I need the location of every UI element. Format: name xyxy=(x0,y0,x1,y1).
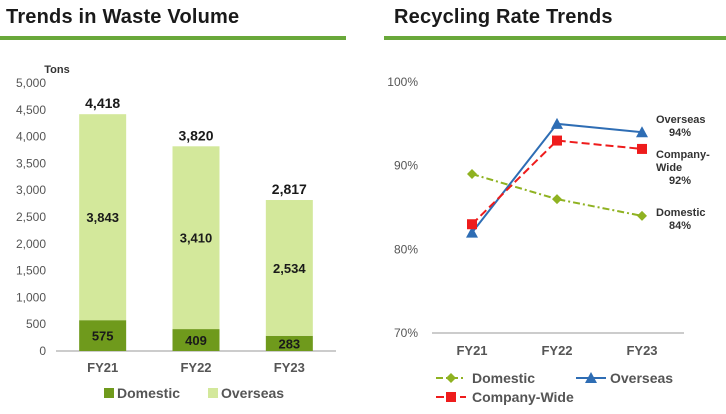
end-label-domestic: Domestic xyxy=(656,207,706,219)
y-tick-label: 4,500 xyxy=(16,103,46,117)
recycling-title-underline xyxy=(384,36,726,40)
end-label-overseas: 94% xyxy=(669,127,691,139)
bar-overseas xyxy=(172,146,220,330)
point-overseas xyxy=(551,117,563,129)
y-tick-label: 100% xyxy=(387,75,418,89)
recycling-chart-title: Recycling Rate Trends xyxy=(394,6,613,28)
end-label-company-wide: Company- xyxy=(656,149,710,161)
y-tick-label: 80% xyxy=(394,242,418,256)
y-tick-label: 70% xyxy=(394,326,418,340)
point-company-wide xyxy=(467,219,477,230)
legend-label-domestic: Domestic xyxy=(472,370,535,386)
point-domestic xyxy=(637,210,647,221)
y-tick-label: 3,500 xyxy=(16,156,46,170)
y-tick-label: 500 xyxy=(26,317,46,331)
y-tick-label: 0 xyxy=(39,344,46,358)
y-tick-label: 90% xyxy=(394,159,418,173)
y-tick-label: 4,000 xyxy=(16,130,46,144)
overseas-value-label: 3,410 xyxy=(180,231,213,246)
legend-label-company-wide: Company-Wide xyxy=(472,389,574,405)
legend-marker-domestic xyxy=(446,373,456,383)
y-tick-label: 2,500 xyxy=(16,210,46,224)
waste-volume-chart: Tons 0 500 1,000 1,500 2,000 2,500 3,000 3,500 4,… xyxy=(16,64,336,401)
bar-overseas xyxy=(79,114,127,321)
x-tick-label: FY22 xyxy=(541,343,572,358)
point-overseas xyxy=(466,226,478,238)
x-tick-label: FY22 xyxy=(180,360,211,375)
x-tick-label: FY21 xyxy=(456,343,487,358)
recycling-rate-panel: Recycling Rate Trends 70% 80% 90% 100% FY21 F… xyxy=(384,0,726,414)
domestic-value-label: 575 xyxy=(92,329,114,344)
y-tick-label: 1,500 xyxy=(16,264,46,278)
overseas-value-label: 2,534 xyxy=(273,261,306,276)
legend-marker-company-wide xyxy=(446,392,456,402)
waste-chart-title: Trends in Waste Volume xyxy=(6,6,240,28)
y-axis-unit-label: Tons xyxy=(44,64,69,76)
line-company-wide xyxy=(471,139,643,225)
point-domestic xyxy=(552,194,562,205)
point-overseas xyxy=(636,126,648,138)
y-tick-label: 3,000 xyxy=(16,183,46,197)
domestic-value-label: 283 xyxy=(278,336,300,351)
y-tick-label: 1,000 xyxy=(16,290,46,304)
legend-swatch-overseas xyxy=(208,388,218,398)
recycling-rate-chart: 70%80%90%100%FY21 FY22 FY23Domestic84%Over… xyxy=(387,75,710,405)
legend-label-overseas: Overseas xyxy=(610,370,673,386)
domestic-value-label: 409 xyxy=(185,333,207,348)
waste-volume-panel: Trends in Waste Volume Tons 0 500 1,000 1,50… xyxy=(0,0,346,414)
bar-domestic xyxy=(79,320,127,351)
bar-domestic xyxy=(265,335,313,351)
total-value-label: 4,418 xyxy=(85,95,120,111)
total-value-label: 2,817 xyxy=(272,181,307,197)
waste-title-underline xyxy=(0,36,346,40)
bar-domestic xyxy=(172,329,220,351)
x-tick-label: FY21 xyxy=(87,360,118,375)
line-domestic xyxy=(471,173,643,217)
legend-label-domestic: Domestic xyxy=(117,385,180,401)
total-value-label: 3,820 xyxy=(178,127,213,143)
x-tick-label: FY23 xyxy=(626,343,657,358)
legend-label-overseas: Overseas xyxy=(221,385,284,401)
x-tick-label: FY23 xyxy=(274,360,305,375)
end-label-domestic: 84% xyxy=(669,220,691,232)
point-company-wide xyxy=(637,143,647,154)
end-label-company-wide: 92% xyxy=(669,175,691,187)
overseas-value-label: 3,843 xyxy=(86,210,119,225)
point-domestic xyxy=(467,169,477,180)
legend-swatch-domestic xyxy=(104,388,114,398)
point-company-wide xyxy=(552,135,562,146)
end-label-company-wide: Wide xyxy=(656,162,682,174)
y-tick-label: 2,000 xyxy=(16,237,46,251)
y-tick-label: 5,000 xyxy=(16,76,46,90)
bar-overseas xyxy=(265,200,313,336)
end-label-overseas: Overseas xyxy=(656,114,706,126)
legend-marker-overseas xyxy=(585,372,597,383)
